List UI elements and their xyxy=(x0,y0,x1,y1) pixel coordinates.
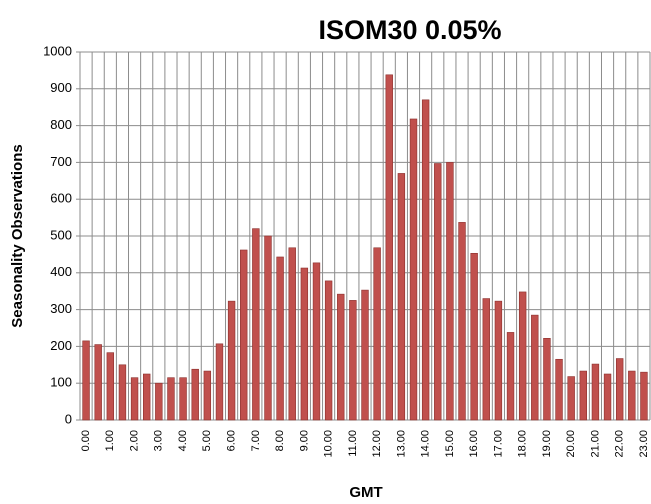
x-tick-label: 16.00 xyxy=(468,430,480,458)
x-tick-label: 22.00 xyxy=(614,430,626,458)
bar xyxy=(482,298,490,421)
bar xyxy=(567,376,575,421)
x-tick-label: 17.00 xyxy=(492,430,504,458)
bar xyxy=(470,252,478,421)
bar xyxy=(506,332,515,421)
bar xyxy=(615,358,624,421)
x-tick-label: 2.00 xyxy=(128,430,140,451)
x-tick-label: 8.00 xyxy=(274,430,286,451)
bar xyxy=(555,358,563,421)
bar xyxy=(603,373,612,421)
bar xyxy=(373,247,381,421)
bar xyxy=(640,371,648,421)
y-tick-label: 100 xyxy=(50,375,72,390)
x-tick-label: 5.00 xyxy=(201,430,213,451)
x-tick-label: 6.00 xyxy=(226,430,238,451)
y-tick-label: 200 xyxy=(50,338,72,353)
bar xyxy=(434,163,442,421)
bar xyxy=(385,74,393,421)
y-tick-label: 600 xyxy=(50,191,72,206)
x-tick-label: 18.00 xyxy=(517,430,529,458)
bar xyxy=(446,162,454,421)
bar xyxy=(324,280,333,421)
x-tick-label: 11.00 xyxy=(347,430,359,457)
y-axis-label: Seasonality Observations xyxy=(9,144,26,327)
x-axis-label: GMT xyxy=(349,484,382,501)
bar xyxy=(82,340,90,421)
bar xyxy=(409,118,418,421)
bar xyxy=(191,368,199,421)
x-tick-label: 12.00 xyxy=(371,430,383,458)
y-tick-label: 900 xyxy=(50,80,72,95)
bar xyxy=(531,314,539,421)
x-tick-label: 13.00 xyxy=(395,430,407,458)
bar xyxy=(579,370,587,421)
bar xyxy=(155,382,163,421)
bar xyxy=(421,99,430,421)
x-tick-label: 23.00 xyxy=(638,430,650,458)
x-tick-label: 15.00 xyxy=(444,430,456,458)
x-tick-label: 20.00 xyxy=(565,430,577,458)
bar xyxy=(106,352,115,421)
x-tick-label: 19.00 xyxy=(541,430,553,458)
y-tick-label: 0 xyxy=(65,411,72,426)
y-tick-label: 700 xyxy=(50,154,72,169)
x-tick-label: 3.00 xyxy=(153,430,165,451)
bar xyxy=(349,300,357,421)
y-tick-label: 300 xyxy=(50,301,72,316)
x-tick-label: 4.00 xyxy=(177,430,189,451)
bar xyxy=(591,363,600,421)
bar xyxy=(252,228,260,421)
bar xyxy=(312,262,321,421)
bar xyxy=(118,364,127,421)
bar xyxy=(94,344,102,421)
bar xyxy=(179,377,187,421)
bar xyxy=(397,173,406,421)
bar xyxy=(143,373,151,421)
bar xyxy=(300,267,309,421)
bar xyxy=(264,235,272,421)
y-tick-label: 1000 xyxy=(43,43,72,58)
x-tick-label: 7.00 xyxy=(250,430,262,451)
bar xyxy=(628,370,636,421)
bar xyxy=(458,222,466,421)
x-tick-label: 10.00 xyxy=(323,430,335,458)
x-tick-label: 21.00 xyxy=(589,430,601,458)
bar xyxy=(215,343,224,421)
bar xyxy=(361,289,369,421)
y-tick-label: 800 xyxy=(50,117,72,132)
bar xyxy=(130,377,139,421)
bar xyxy=(288,247,296,421)
bar xyxy=(276,256,284,421)
y-tick-label: 400 xyxy=(50,264,72,279)
bar xyxy=(227,300,236,421)
bar xyxy=(167,377,175,421)
bar xyxy=(518,291,527,421)
x-tick-label: 0.00 xyxy=(80,430,92,451)
y-tick-label: 500 xyxy=(50,227,72,242)
bar xyxy=(494,300,503,421)
chart-title: ISOM30 0.05% xyxy=(318,15,501,45)
x-tick-label: 9.00 xyxy=(298,430,310,451)
x-tick-label: 14.00 xyxy=(420,430,432,458)
x-tick-label: 1.00 xyxy=(104,430,116,451)
bar xyxy=(240,249,248,421)
bar xyxy=(203,370,212,421)
bar xyxy=(543,338,551,421)
bar xyxy=(337,293,345,421)
